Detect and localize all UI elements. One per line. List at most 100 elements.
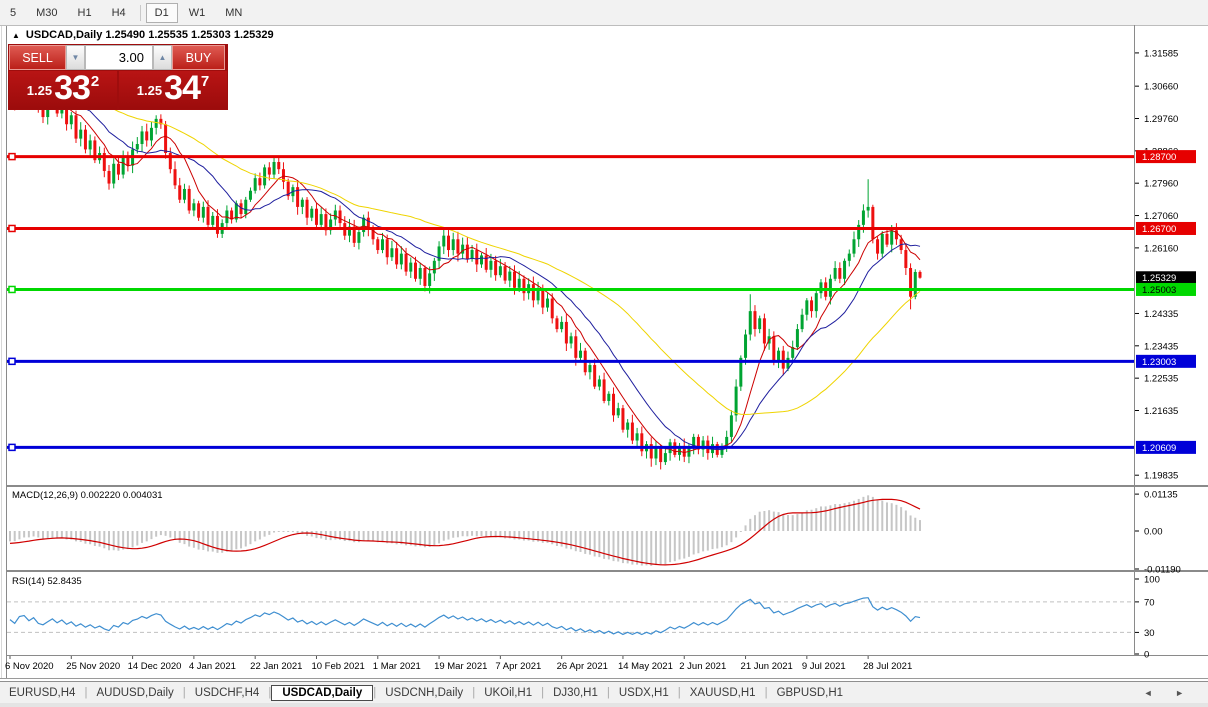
tab-separator: | bbox=[373, 686, 377, 699]
chart-tab-dj30-h1[interactable]: DJ30,H1 bbox=[553, 686, 598, 699]
ma-medium-line bbox=[9, 92, 921, 451]
price-axis[interactable]: 1.315851.306601.297601.288601.279601.270… bbox=[1135, 48, 1196, 482]
svg-text:14 Dec 2020: 14 Dec 2020 bbox=[128, 661, 182, 672]
svg-text:1.27060: 1.27060 bbox=[1144, 211, 1178, 222]
hline-anchor[interactable] bbox=[8, 443, 16, 452]
svg-text:9 Jul 2021: 9 Jul 2021 bbox=[802, 661, 846, 672]
chart-tab-usdchf-h4[interactable]: USDCHF,H4 bbox=[194, 686, 260, 699]
svg-text:21 Jun 2021: 21 Jun 2021 bbox=[741, 661, 793, 672]
chart-tab-usdcnh-daily[interactable]: USDCNH,Daily bbox=[385, 686, 464, 699]
hline-anchor[interactable] bbox=[8, 224, 16, 233]
volume-decrease-button[interactable]: ▼ bbox=[66, 45, 85, 70]
volume-input[interactable]: 3.00 bbox=[85, 45, 153, 70]
svg-text:1.26700: 1.26700 bbox=[1142, 224, 1176, 235]
sell-price-fraction: 2 bbox=[90, 73, 100, 90]
macd-indicator-label: MACD(12,26,9) 0.002220 0.004031 bbox=[12, 490, 163, 501]
timeframe-button-m30[interactable]: M30 bbox=[36, 6, 58, 19]
svg-text:30: 30 bbox=[1144, 628, 1155, 639]
buy-button[interactable]: BUY bbox=[172, 45, 225, 70]
svg-text:100: 100 bbox=[1144, 575, 1160, 586]
svg-text:1.21635: 1.21635 bbox=[1144, 406, 1178, 417]
svg-text:10 Feb 2021: 10 Feb 2021 bbox=[311, 661, 364, 672]
svg-text:25 Nov 2020: 25 Nov 2020 bbox=[66, 661, 120, 672]
svg-text:1.31585: 1.31585 bbox=[1144, 48, 1178, 59]
timeframe-button-mn[interactable]: MN bbox=[225, 6, 243, 19]
svg-text:1.26160: 1.26160 bbox=[1144, 243, 1178, 254]
toolbar-separator bbox=[139, 4, 141, 21]
price-badge bbox=[1136, 354, 1196, 368]
ma-fast-line bbox=[9, 90, 921, 454]
svg-text:19 Mar 2021: 19 Mar 2021 bbox=[434, 661, 487, 672]
hline-anchor[interactable] bbox=[8, 285, 16, 294]
horizontal-level-lines[interactable] bbox=[7, 152, 1134, 452]
chart-tab-usdx-h1[interactable]: USDX,H1 bbox=[618, 686, 669, 699]
timeframe-button-d1[interactable]: D1 bbox=[145, 2, 178, 23]
svg-text:1.29760: 1.29760 bbox=[1144, 114, 1178, 125]
collapse-quote-panel-icon[interactable]: ▲ bbox=[12, 30, 20, 40]
svg-text:0.01135: 0.01135 bbox=[1144, 490, 1178, 501]
svg-text:1 Mar 2021: 1 Mar 2021 bbox=[373, 661, 421, 672]
svg-text:1.20609: 1.20609 bbox=[1142, 443, 1176, 454]
svg-text:1.24335: 1.24335 bbox=[1144, 309, 1178, 320]
tab-separator: | bbox=[84, 686, 88, 699]
svg-text:0.00: 0.00 bbox=[1144, 527, 1163, 538]
svg-text:70: 70 bbox=[1144, 597, 1155, 608]
rsi-panel: 100 70 30 0 bbox=[7, 575, 1160, 661]
svg-text:7 Apr 2021: 7 Apr 2021 bbox=[495, 661, 541, 672]
hline-anchor[interactable] bbox=[8, 357, 16, 366]
date-axis[interactable]: 6 Nov 2020 25 Nov 2020 14 Dec 2020 4 Jan 20… bbox=[5, 656, 912, 672]
tab-separator: | bbox=[472, 686, 476, 699]
volume-increase-button[interactable]: ▲ bbox=[153, 45, 172, 70]
trade-panel-controls: SELL ▼ 3.00 ▲ BUY bbox=[9, 45, 227, 70]
tab-separator: | bbox=[541, 686, 545, 699]
chart-tab-ukoil-h1[interactable]: UKOil,H1 bbox=[484, 686, 533, 699]
one-click-trade-panel: SELL ▼ 3.00 ▲ BUY 1.25 33 2 1.25 34 7 bbox=[8, 44, 228, 110]
svg-text:4 Jan 2021: 4 Jan 2021 bbox=[189, 661, 236, 672]
buy-price-display[interactable]: 1.25 34 7 bbox=[119, 71, 227, 109]
sell-button[interactable]: SELL bbox=[9, 45, 66, 70]
svg-text:1.30660: 1.30660 bbox=[1144, 82, 1178, 93]
timeframe-button-h4[interactable]: H4 bbox=[111, 6, 126, 19]
sell-price-prefix: 1.25 bbox=[26, 83, 53, 98]
svg-text:2 Jun 2021: 2 Jun 2021 bbox=[679, 661, 726, 672]
price-badge bbox=[1136, 440, 1196, 454]
svg-text:0: 0 bbox=[1144, 650, 1149, 661]
chart-header: ▲ USDCAD,Daily 1.25490 1.25535 1.25303 1… bbox=[12, 29, 274, 41]
svg-text:28 Jul 2021: 28 Jul 2021 bbox=[863, 661, 912, 672]
chart-tab-eurusd-h4[interactable]: EURUSD,H4 bbox=[9, 686, 76, 699]
timeframe-button-5[interactable]: 5 bbox=[10, 6, 17, 19]
tab-separator: | bbox=[764, 686, 768, 699]
tab-separator: | bbox=[268, 686, 272, 699]
rsi-line bbox=[9, 597, 921, 636]
timeframe-button-w1[interactable]: W1 bbox=[188, 6, 206, 19]
chart-background bbox=[0, 25, 1208, 678]
svg-text:1.25003: 1.25003 bbox=[1142, 285, 1176, 296]
chart-tab-gbpusd-h1[interactable]: GBPUSD,H1 bbox=[776, 686, 844, 699]
chart-tab-audusd-daily[interactable]: AUDUSD,Daily bbox=[96, 686, 174, 699]
macd-panel: 0.01135 0.00 -0.01190 bbox=[9, 490, 1181, 576]
statusbar-strip bbox=[0, 703, 1208, 707]
svg-text:26 Apr 2021: 26 Apr 2021 bbox=[557, 661, 608, 672]
macd-signal-line bbox=[9, 498, 921, 566]
svg-text:22 Jan 2021: 22 Jan 2021 bbox=[250, 661, 302, 672]
timeframe-button-h1[interactable]: H1 bbox=[77, 6, 92, 19]
tab-separator: | bbox=[182, 686, 186, 699]
hline-anchor[interactable] bbox=[8, 152, 16, 161]
svg-text:-0.01190: -0.01190 bbox=[1144, 565, 1181, 576]
svg-text:1.22535: 1.22535 bbox=[1144, 374, 1178, 385]
price-badge bbox=[1136, 282, 1196, 296]
chart-tab-usdcad-daily[interactable]: USDCAD,Daily bbox=[271, 684, 374, 701]
buy-price-fraction: 7 bbox=[200, 73, 210, 90]
price-badge bbox=[1136, 150, 1196, 164]
tab-scroll-arrows[interactable]: ◄ ► bbox=[1143, 687, 1194, 698]
chart-title-text: USDCAD,Daily 1.25490 1.25535 1.25303 1.2… bbox=[25, 29, 274, 41]
sell-price-display[interactable]: 1.25 33 2 bbox=[9, 71, 117, 109]
svg-text:1.23435: 1.23435 bbox=[1144, 341, 1178, 352]
tab-separator: | bbox=[677, 686, 681, 699]
price-badge bbox=[1136, 221, 1196, 235]
ma-slow-line bbox=[9, 67, 921, 416]
svg-text:1.23003: 1.23003 bbox=[1142, 357, 1176, 368]
chart-tab-xauusd-h1[interactable]: XAUUSD,H1 bbox=[689, 686, 756, 699]
